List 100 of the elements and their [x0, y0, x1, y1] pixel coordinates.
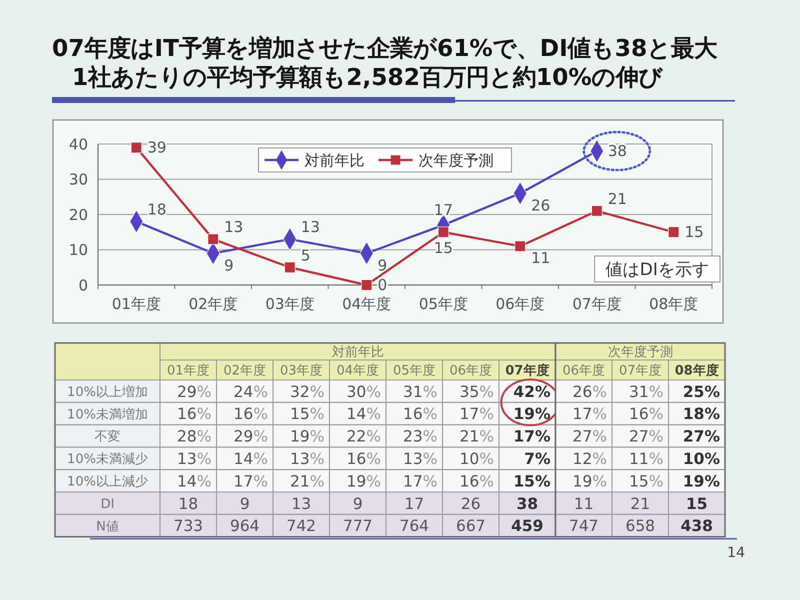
data-label: 9 — [240, 494, 250, 513]
data-label: 17 — [404, 494, 424, 513]
y-tick-label: N値 — [96, 519, 119, 534]
data-label: 31% — [403, 382, 438, 401]
data-label: 23% — [403, 428, 438, 446]
data-label: 14% — [177, 472, 212, 490]
x-tick-label: 07年度 — [572, 295, 622, 313]
x-tick-label: 03年度 — [265, 295, 314, 313]
x-tick-label: 06年度 — [562, 362, 606, 379]
data-label: 17% — [460, 405, 494, 424]
x-tick-label: 07年度 — [505, 362, 550, 379]
data-label: 7% — [524, 450, 551, 468]
annotation: 値はDIを示す — [606, 260, 709, 280]
data-label: 733 — [173, 517, 204, 536]
data-label: 12% — [572, 450, 607, 468]
data-label: 17% — [234, 472, 268, 490]
x-tick-label: 07年度 — [618, 362, 662, 379]
y-tick-label: 20 — [68, 206, 88, 224]
data-label: 18% — [682, 405, 720, 424]
data-label: 9 — [352, 494, 363, 513]
data-label: 14% — [234, 450, 268, 468]
data-label: 26% — [572, 382, 607, 401]
data-label: 11% — [629, 450, 664, 468]
data-label: 38 — [608, 142, 627, 160]
data-label: 21 — [608, 190, 627, 208]
data-label: 27% — [629, 428, 664, 446]
x-tick-label: 05年度 — [418, 295, 468, 313]
data-label: 26 — [531, 196, 550, 214]
data-label: 25% — [682, 382, 720, 401]
data-label: 16% — [177, 405, 212, 424]
data-label: 13% — [290, 450, 324, 468]
data-label: 777 — [342, 517, 373, 536]
x-tick-label: 06年度 — [496, 295, 545, 313]
data-label: 22% — [346, 428, 381, 446]
point — [284, 262, 296, 273]
data-label: 17% — [572, 405, 607, 424]
data-label: 11 — [531, 249, 550, 268]
data-label: 10% — [682, 450, 720, 468]
x-tick-label: 01年度 — [166, 362, 210, 379]
data-label: 5 — [300, 246, 310, 264]
data-label: 19% — [682, 472, 720, 490]
data-label: 15 — [684, 223, 704, 242]
x-tick-label: 01年度 — [112, 295, 161, 313]
data-label: 15% — [290, 405, 324, 424]
data-label: 30% — [346, 382, 381, 401]
y-tick-label: 10%未満減少 — [67, 452, 148, 468]
data-label: 17% — [513, 428, 551, 446]
y-tick-label: 40 — [68, 135, 88, 154]
data-label: 13% — [403, 450, 438, 468]
data-label: 21% — [460, 428, 494, 446]
data-label: 38 — [516, 494, 538, 513]
data-label: 9 — [224, 256, 234, 274]
data-label: 459 — [511, 517, 544, 536]
data-label: 28% — [177, 428, 212, 446]
data-label: 21% — [290, 472, 324, 490]
x-tick-label: 04年度 — [336, 362, 380, 379]
data-label: 29% — [177, 382, 212, 401]
data-label: 29% — [234, 428, 268, 446]
data-label: 13 — [291, 494, 312, 513]
y-tick-label: DI — [100, 496, 114, 512]
data-label: 964 — [230, 517, 260, 536]
data-label: 15% — [513, 472, 551, 490]
data-label: 32% — [290, 382, 324, 401]
data-label: 658 — [625, 517, 656, 536]
data-label: 27% — [572, 428, 607, 446]
data-label: 19% — [290, 428, 324, 446]
y-tick-label: 0 — [78, 276, 88, 294]
y-tick-label: 不変 — [94, 428, 120, 445]
data-label: 19% — [346, 472, 381, 490]
data-label: 27% — [682, 428, 720, 446]
data-label: 16% — [403, 405, 438, 424]
legend-label: 対前年比 — [304, 151, 364, 170]
data-label: 13 — [300, 218, 320, 236]
point — [361, 279, 372, 291]
y-tick-label: 10%以上増加 — [67, 384, 148, 400]
data-label: 742 — [286, 517, 316, 536]
x-tick-label: 05年度 — [392, 362, 436, 379]
x-tick-label: 08年度 — [674, 362, 719, 379]
point — [668, 226, 680, 238]
x-tick-label: 04年度 — [342, 295, 392, 313]
data-label: 39 — [147, 138, 166, 157]
data-label: 21 — [630, 494, 650, 513]
point — [130, 142, 142, 154]
data-label: 11 — [574, 494, 594, 513]
x-tick-label: 03年度 — [280, 362, 323, 379]
data-label: 13 — [224, 218, 244, 236]
point — [438, 226, 449, 238]
chart-subtitle: 1社あたりの平均予算額も2,582百万円と約10%の伸び — [72, 64, 664, 91]
data-label: 17% — [403, 472, 438, 490]
x-tick-label: 08年度 — [649, 295, 698, 313]
x-tick-label: 06年度 — [449, 362, 492, 379]
data-label: 16% — [234, 405, 268, 424]
y-tick-label: 30 — [68, 170, 88, 188]
data-label: 764 — [399, 517, 430, 536]
data-label: 13% — [177, 450, 212, 468]
point — [591, 205, 602, 217]
data-label: 18 — [147, 200, 166, 219]
data-label: 19% — [513, 405, 551, 424]
data-label: 14% — [346, 405, 381, 424]
chart-title: 07年度はIT予算を増加させた企業が61%で、DI値も38と最大 — [52, 35, 718, 62]
